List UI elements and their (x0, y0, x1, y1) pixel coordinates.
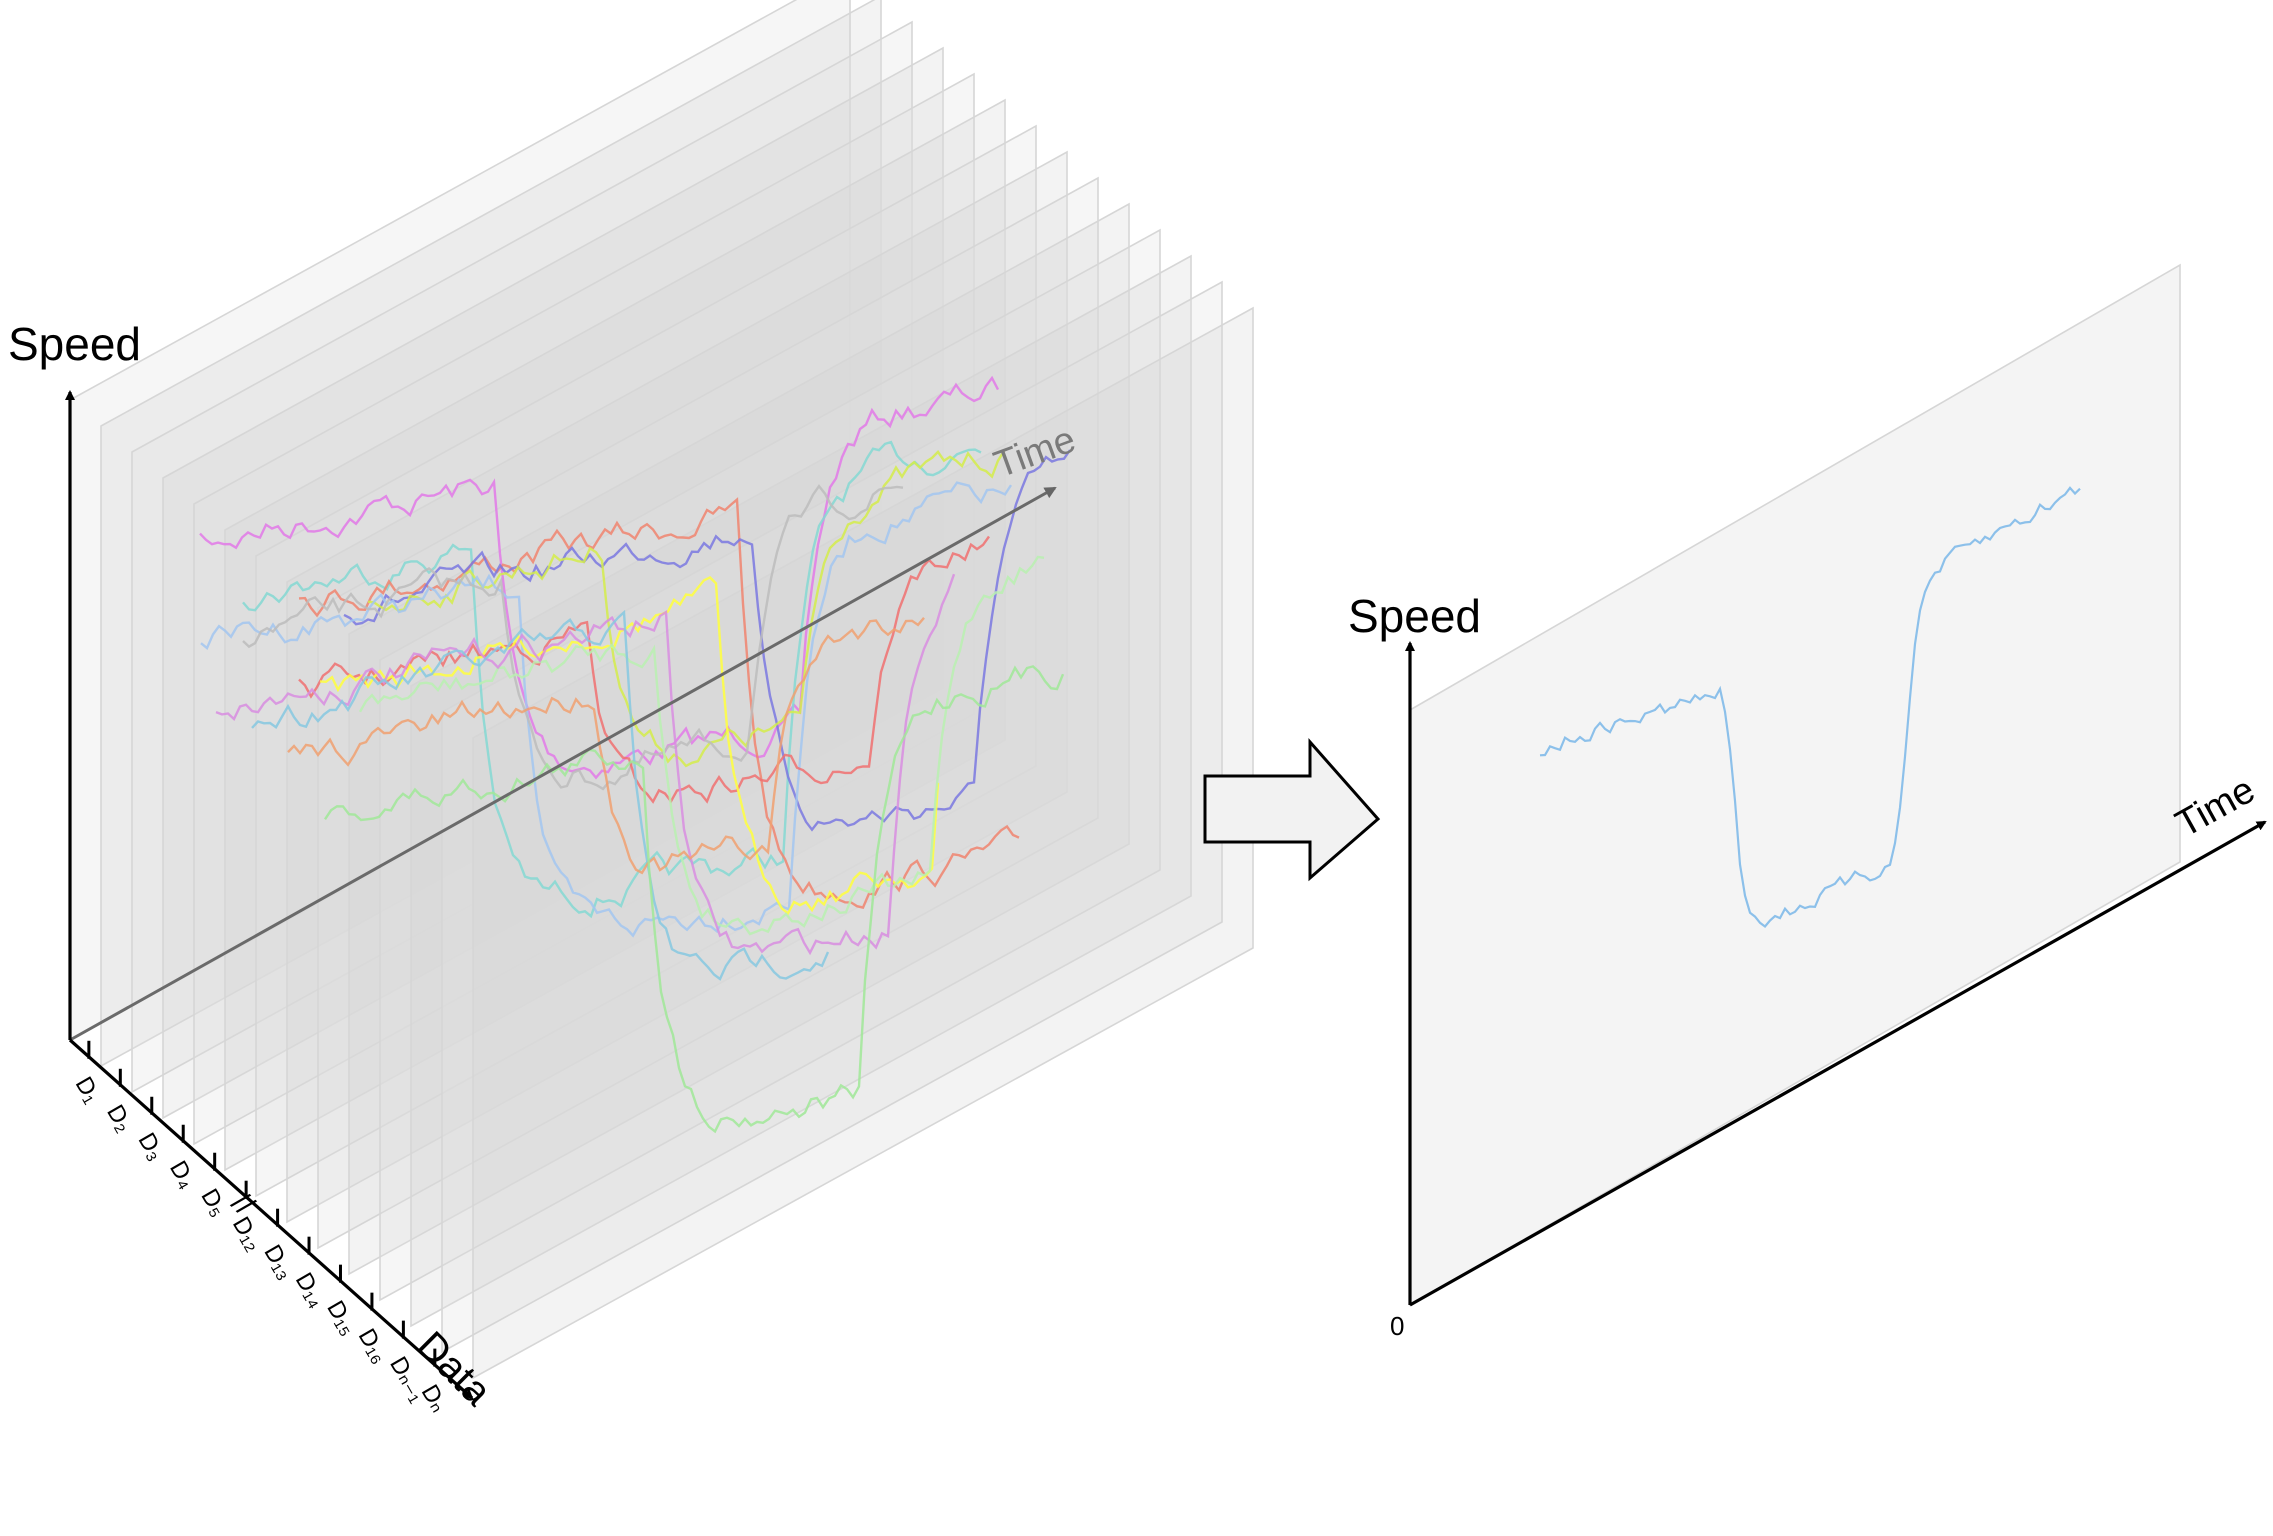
data-axis-tick-label: D₁₃ (258, 1240, 299, 1284)
day-layer-plane (379, 228, 1161, 1302)
day-speed-trace (358, 555, 1045, 936)
right-time-axis (1409, 820, 2267, 1307)
right-time-label: Time (2169, 769, 2262, 846)
day-speed-trace (251, 609, 830, 981)
day-speed-trace (242, 440, 982, 919)
data-axis-tick-label: D₁₄ (290, 1268, 331, 1312)
right-speed-label: Speed (1348, 590, 1481, 642)
data-axis-tick-label: D₁₂ (227, 1212, 268, 1256)
right-plane (1409, 263, 2181, 1307)
single-day-speed-plot: Time Speed 0 (1348, 263, 2267, 1341)
data-axis-tick-label: D₃ (133, 1128, 170, 1165)
origin-label: 0 (1390, 1311, 1404, 1341)
data-axis-tick-label: D₁ (70, 1072, 106, 1108)
day-layer-plane (410, 254, 1192, 1328)
day-layer-planes (69, 0, 1254, 1380)
day-speed-trace (242, 484, 904, 791)
day-speed-trace (200, 481, 1013, 938)
data-axis-tick-label: D₁₆ (353, 1324, 394, 1368)
day-layer-plane (472, 306, 1254, 1380)
left-speed-label: Speed (8, 318, 141, 370)
right-speed-series (1539, 486, 2081, 929)
day-layer-plane (162, 46, 944, 1120)
day-speed-trace (199, 375, 1000, 780)
day-layer-plane (441, 280, 1223, 1354)
day-layer-plane (193, 72, 975, 1146)
day-speed-trace (319, 576, 940, 916)
day-layer-plane (100, 0, 882, 1068)
day-layer-plane (224, 98, 1006, 1172)
day-speed-trace (343, 449, 1071, 832)
data-axis-tick-label: D₁₅ (321, 1296, 362, 1340)
day-layer-plane (286, 150, 1068, 1224)
day-speed-trace (298, 497, 1020, 909)
day-speed-trace (324, 665, 1065, 1134)
data-axis-tick-label: D₂ (101, 1100, 138, 1137)
day-speed-trace (367, 450, 1006, 768)
day-speed-series (199, 375, 1071, 1134)
transform-arrow (1203, 738, 1381, 882)
day-layer-plane (317, 176, 1099, 1250)
left-data-axis (68, 1038, 474, 1400)
left-time-axis (69, 486, 1057, 1042)
day-speed-trace (215, 573, 956, 956)
data-axis-tick-label: D₅ (195, 1184, 232, 1221)
day-speed-trace (287, 617, 925, 875)
data-axis-tick-label: D₄ (164, 1156, 201, 1193)
multi-day-speed-stack: Time Speed D₁D₂D₃D₄D₅D₁₂D₁₃D₁₄D₁₅D₁₆Dₙ₋₁… (8, 0, 1254, 1417)
